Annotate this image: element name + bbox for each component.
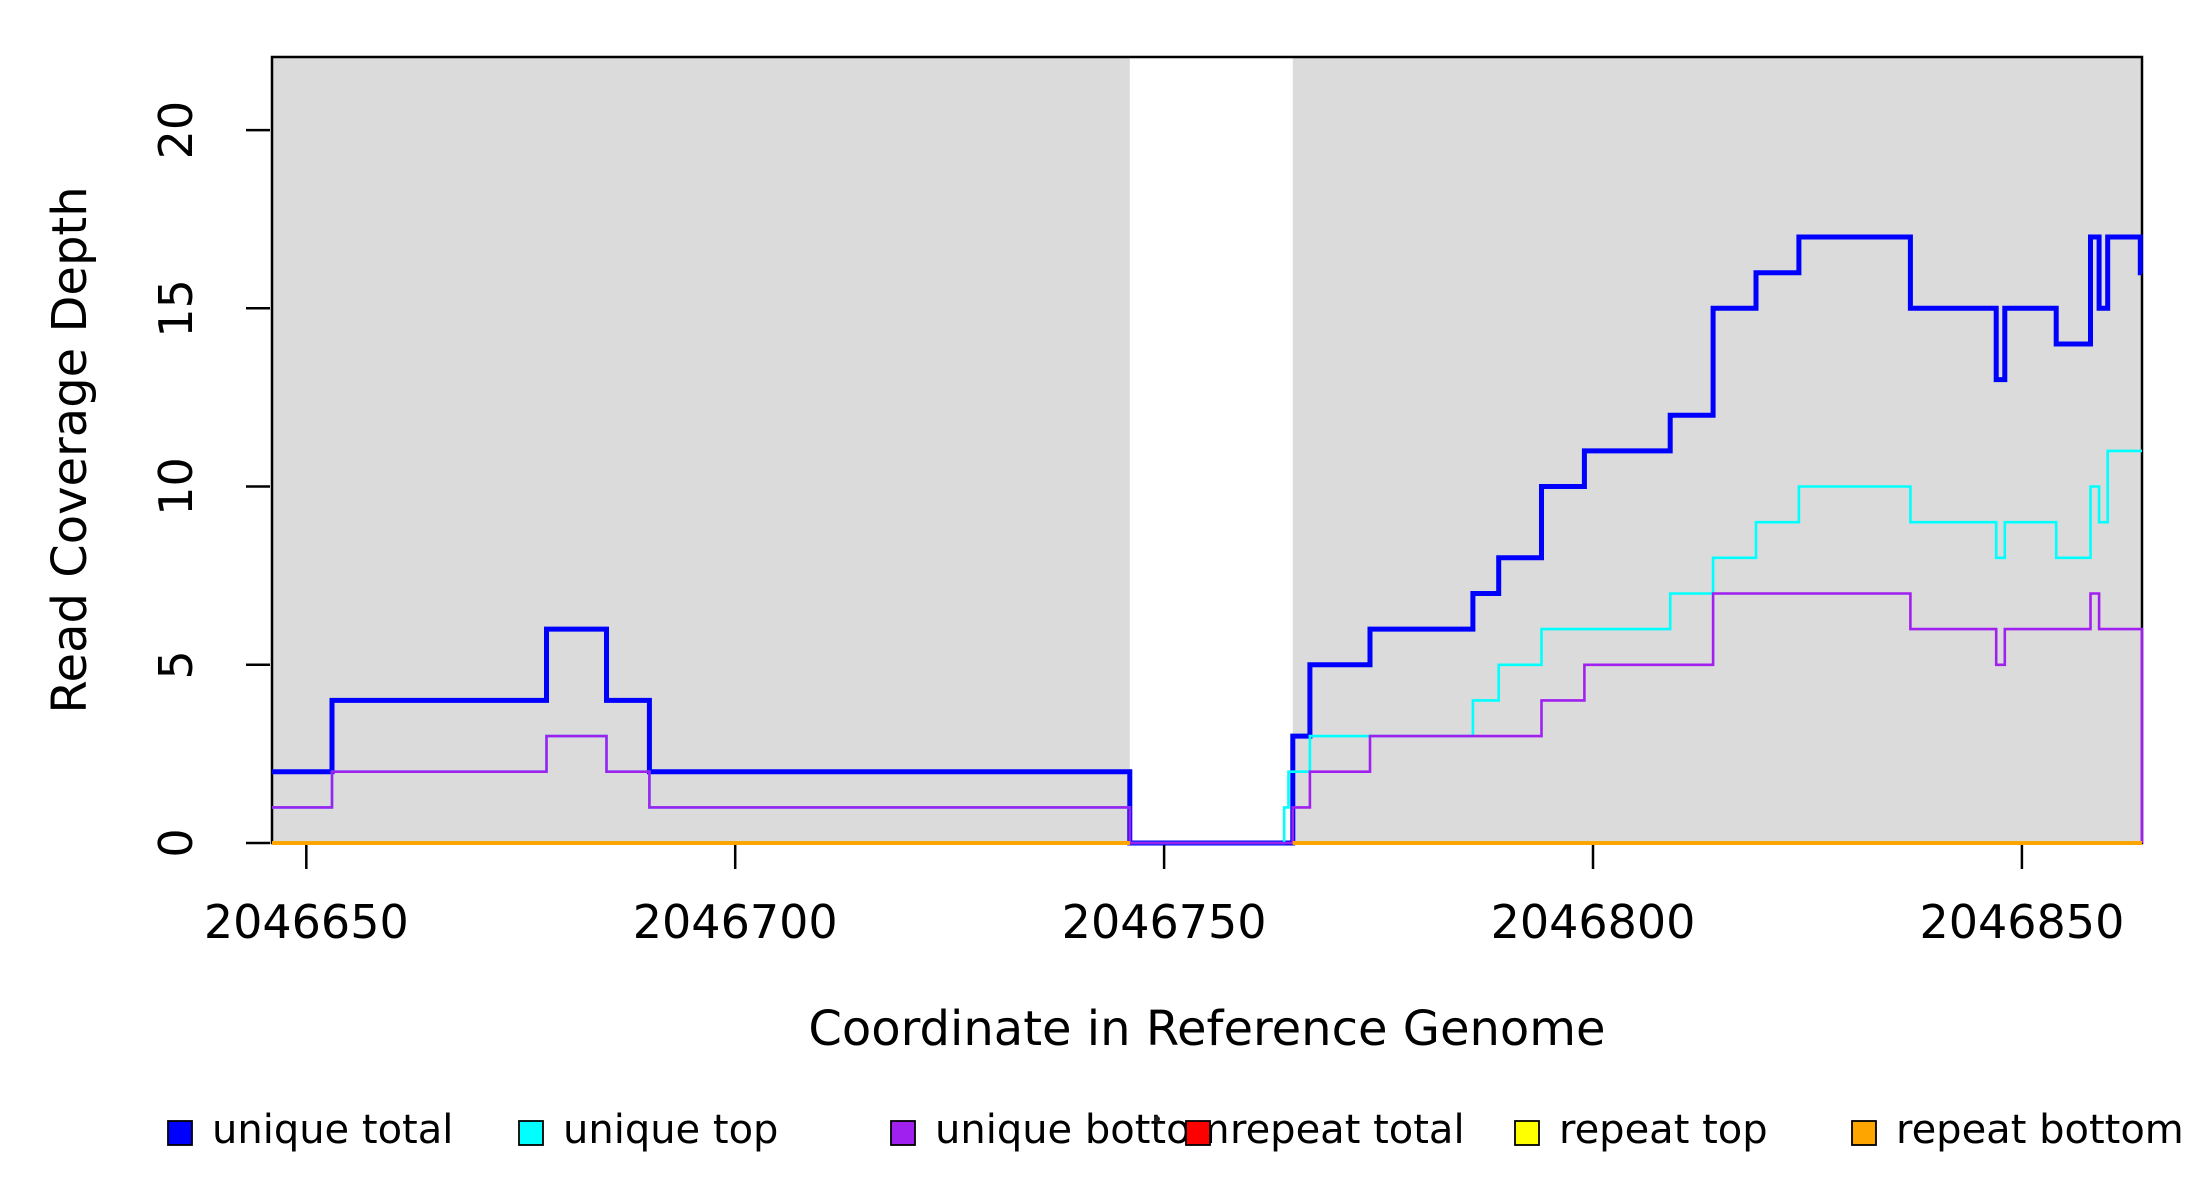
y-tick-label-0: 0 xyxy=(149,828,203,857)
x-tick-label-2046800: 2046800 xyxy=(1491,895,1696,949)
x-axis-title: Coordinate in Reference Genome xyxy=(808,1001,1605,1057)
x-tick-label-2046850: 2046850 xyxy=(1919,895,2124,949)
legend-swatch-repeat-top xyxy=(1514,1120,1540,1146)
legend-label-unique-bottom: unique bottom xyxy=(935,1107,1230,1153)
legend-swatch-repeat-total xyxy=(1185,1120,1211,1146)
legend-swatch-repeat-bottom xyxy=(1851,1120,1877,1146)
legend-label-repeat-top: repeat top xyxy=(1559,1107,1768,1153)
legend-label-repeat-total: repeat total xyxy=(1230,1107,1465,1153)
legend-label-unique-top: unique top xyxy=(563,1107,778,1153)
legend-swatch-unique-bottom xyxy=(890,1120,916,1146)
x-tick-label-2046750: 2046750 xyxy=(1062,895,1267,949)
series-unique-bottom-line-1 xyxy=(272,592,2144,845)
shaded-region-1 xyxy=(272,57,1130,843)
y-tick-label-10: 10 xyxy=(149,457,203,516)
x-tick-label-2046700: 2046700 xyxy=(633,895,838,949)
x-tick-label-2046650: 2046650 xyxy=(204,895,409,949)
stray-dot-artifact xyxy=(1154,1116,1160,1122)
y-tick-label-5: 5 xyxy=(149,650,203,679)
y-tick-label-15: 15 xyxy=(149,279,203,338)
legend-label-unique-total: unique total xyxy=(212,1107,453,1153)
series-unique-total-line-1 xyxy=(272,234,2143,846)
y-tick-label-20: 20 xyxy=(149,101,203,160)
legend-swatch-unique-top xyxy=(518,1120,544,1146)
legend-label-repeat-bottom: repeat bottom xyxy=(1896,1107,2184,1153)
legend-swatch-unique-total xyxy=(167,1120,193,1146)
shaded-region-2 xyxy=(1292,57,2142,843)
y-axis-title: Read Coverage Depth xyxy=(42,186,98,713)
